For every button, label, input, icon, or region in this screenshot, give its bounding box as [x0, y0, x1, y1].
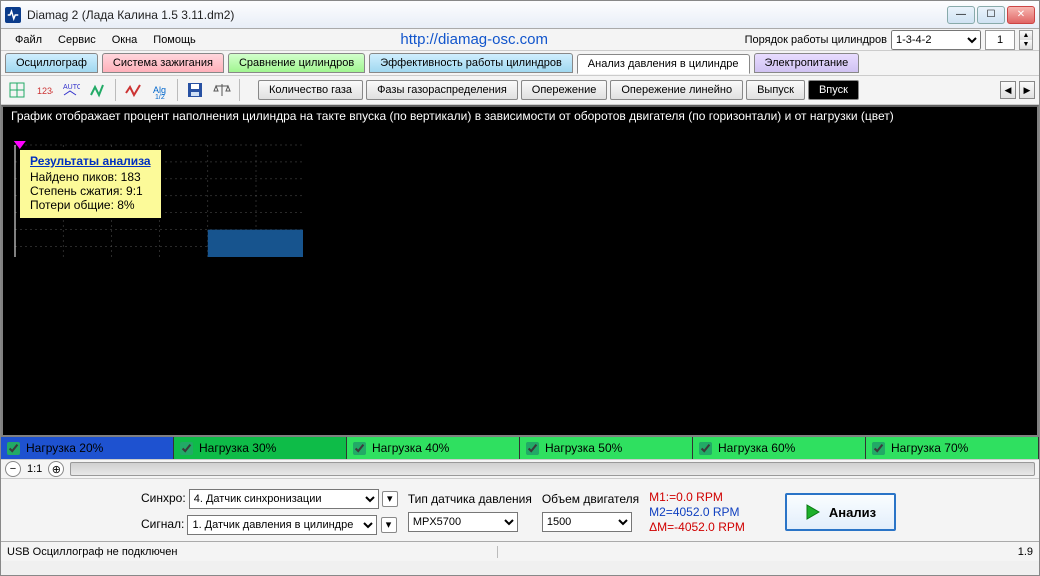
results-line: Степень сжатия: 9:1 [30, 184, 151, 198]
legend-checkbox[interactable] [526, 442, 539, 455]
legend-label: Нагрузка 70% [891, 441, 968, 455]
signal-edit-icon[interactable]: ▾ [381, 517, 397, 533]
nav-left-button[interactable]: ◀ [1000, 81, 1016, 99]
website-link[interactable]: http://diamag-osc.com [204, 31, 745, 48]
results-title: Результаты анализа [30, 154, 151, 168]
tab-ignition[interactable]: Система зажигания [102, 53, 224, 73]
minimize-button[interactable]: — [947, 6, 975, 24]
titlebar: Diamag 2 (Лада Калина 1.5 3.11.dm2) — ☐ … [1, 1, 1039, 29]
btn-advance[interactable]: Опережение [521, 80, 608, 100]
save-icon[interactable] [183, 78, 207, 102]
app-icon [5, 7, 21, 23]
tab-pressure[interactable]: Анализ давления в цилиндре [577, 54, 750, 74]
spin-up-icon[interactable]: ▲ [1020, 31, 1032, 40]
legend-checkbox[interactable] [353, 442, 366, 455]
menu-service[interactable]: Сервис [50, 32, 104, 48]
tool-4-icon[interactable] [86, 78, 110, 102]
menu-file[interactable]: Файл [7, 32, 50, 48]
status-text: USB Осциллограф не подключен [7, 546, 498, 558]
btn-gas-count[interactable]: Количество газа [258, 80, 363, 100]
analyze-button[interactable]: Анализ [785, 493, 896, 531]
nav-right-button[interactable]: ▶ [1019, 81, 1035, 99]
marker-stats: M1:=0.0 RPM M2=4052.0 RPM ΔM=-4052.0 RPM [649, 490, 745, 535]
status-bar: USB Осциллограф не подключен 1.9 [1, 541, 1039, 561]
play-icon [805, 503, 821, 521]
menu-windows[interactable]: Окна [104, 32, 146, 48]
results-line: Потери общие: 8% [30, 198, 151, 212]
signal-select[interactable]: 1. Датчик давления в цилиндре [187, 515, 377, 535]
zoom-row: − 1:1 ⊕ [1, 459, 1039, 479]
volume-select[interactable]: 1500 [542, 512, 632, 532]
volume-label: Объем двигателя [542, 492, 639, 506]
tab-compare[interactable]: Сравнение цилиндров [228, 53, 365, 73]
svg-text:1/2: 1/2 [155, 94, 165, 99]
legend-checkbox[interactable] [699, 442, 712, 455]
tab-efficiency[interactable]: Эффективность работы цилиндров [369, 53, 573, 73]
window-title: Diamag 2 (Лада Калина 1.5 3.11.dm2) [27, 8, 947, 22]
tab-oscilloscope[interactable]: Осциллограф [5, 53, 98, 73]
legend-item[interactable]: Нагрузка 70% [866, 437, 1039, 459]
legend-checkbox[interactable] [180, 442, 193, 455]
sensor-label: Тип датчика давления [408, 492, 532, 506]
svg-text:1234: 1234 [37, 86, 53, 96]
sync-label: Синхро: [141, 491, 186, 505]
svg-text:AUTO: AUTO [63, 84, 80, 91]
sync-edit-icon[interactable]: ▾ [382, 491, 398, 507]
stat-m1: M1:=0.0 RPM [649, 490, 745, 505]
legend-item[interactable]: Нагрузка 60% [693, 437, 866, 459]
sensor-select[interactable]: MPX5700 [408, 512, 518, 532]
legend-label: Нагрузка 60% [718, 441, 795, 455]
zoom-out-button[interactable]: − [5, 461, 21, 477]
legend-label: Нагрузка 40% [372, 441, 449, 455]
main-tabs: Осциллограф Система зажигания Сравнение … [1, 51, 1039, 76]
tool-1-icon[interactable] [5, 78, 29, 102]
tool-6-icon[interactable]: Alg1/2 [148, 78, 172, 102]
legend-checkbox[interactable] [7, 442, 20, 455]
results-line: Найдено пиков: 183 [30, 170, 151, 184]
tool-3-icon[interactable]: AUTO [59, 78, 83, 102]
spin-down-icon[interactable]: ▼ [1020, 40, 1032, 49]
tool-5-icon[interactable] [121, 78, 145, 102]
legend-item[interactable]: Нагрузка 20% [1, 437, 174, 459]
zoom-ratio: 1:1 [27, 463, 42, 475]
close-button[interactable]: ✕ [1007, 6, 1035, 24]
btn-advance-lin[interactable]: Опережение линейно [610, 80, 743, 100]
legend-bar: Нагрузка 20% Нагрузка 30% Нагрузка 40% Нагр… [1, 437, 1039, 459]
legend-item[interactable]: Нагрузка 40% [347, 437, 520, 459]
firing-order-select[interactable]: 1-3-4-2 [891, 30, 981, 50]
legend-checkbox[interactable] [872, 442, 885, 455]
tab-power[interactable]: Электропитание [754, 53, 860, 73]
h-scrollbar[interactable] [70, 462, 1035, 476]
results-panel: Результаты анализа Найдено пиков: 183 Ст… [19, 149, 162, 219]
zoom-target-button[interactable]: ⊕ [48, 461, 64, 477]
stat-dm: ΔM=-4052.0 RPM [649, 520, 745, 535]
chart-area: График отображает процент наполнения цил… [1, 105, 1039, 437]
legend-label: Нагрузка 50% [545, 441, 622, 455]
maximize-button[interactable]: ☐ [977, 6, 1005, 24]
signal-label: Сигнал: [141, 517, 184, 531]
btn-gas-phases[interactable]: Фазы газораспределения [366, 80, 518, 100]
legend-item[interactable]: Нагрузка 50% [520, 437, 693, 459]
menu-help[interactable]: Помощь [145, 32, 204, 48]
btn-exhaust[interactable]: Выпуск [746, 80, 805, 100]
stat-m2: M2=4052.0 RPM [649, 505, 745, 520]
legend-label: Нагрузка 30% [199, 441, 276, 455]
legend-label: Нагрузка 20% [26, 441, 103, 455]
sub-toolbar: 1234 AUTO Alg1/2 Количество газа Фазы га… [1, 76, 1039, 105]
cylinder-spinner[interactable]: ▲▼ [1019, 30, 1033, 50]
firing-order-label: Порядок работы цилиндров [745, 34, 887, 46]
btn-intake[interactable]: Впуск [808, 80, 859, 100]
cylinder-number[interactable]: 1 [985, 30, 1015, 50]
tool-2-icon[interactable]: 1234 [32, 78, 56, 102]
chart-title: График отображает процент наполнения цил… [11, 109, 1029, 123]
balance-icon[interactable] [210, 78, 234, 102]
menubar: Файл Сервис Окна Помощь http://diamag-os… [1, 29, 1039, 51]
legend-item[interactable]: Нагрузка 30% [174, 437, 347, 459]
sync-select[interactable]: 4. Датчик синхронизации [189, 489, 379, 509]
params-row: Синхро: 4. Датчик синхронизации ▾ Сигнал… [1, 479, 1039, 541]
status-version: 1.9 [1018, 546, 1033, 558]
